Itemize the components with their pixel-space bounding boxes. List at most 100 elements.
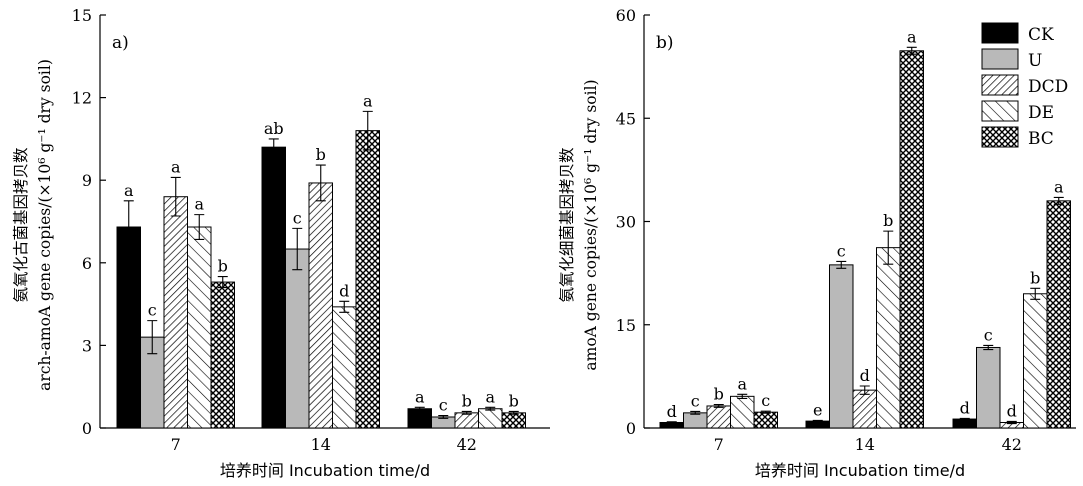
x-tick-label: 7 xyxy=(714,435,724,454)
legend-swatch-ck xyxy=(981,22,1019,44)
error-bar xyxy=(760,410,771,414)
error-bar xyxy=(906,46,917,55)
legend-label-dcd: DCD xyxy=(1028,77,1068,97)
error-bar xyxy=(883,230,894,265)
panel-a-label: a) xyxy=(112,33,129,53)
significance-letter: d xyxy=(860,366,870,385)
y-tick-label: 45 xyxy=(616,109,636,128)
error-bar xyxy=(1030,287,1041,300)
significance-letter: c xyxy=(148,301,157,320)
chart-legend: CK U DCD DE BC xyxy=(981,22,1068,149)
significance-letter: b xyxy=(883,211,893,230)
significance-letter: c xyxy=(761,391,770,410)
significance-letter: a xyxy=(363,91,373,110)
error-bar xyxy=(1053,196,1064,205)
bar-bc-42 xyxy=(501,412,526,429)
legend-swatch-u xyxy=(981,48,1019,70)
bar-ck-42 xyxy=(407,408,432,429)
significance-letter: a xyxy=(1054,177,1064,196)
legend-swatch-bc xyxy=(981,126,1019,148)
bar-u-14 xyxy=(829,264,854,429)
error-bar xyxy=(147,320,158,355)
y-tick-label: 9 xyxy=(82,171,92,190)
error-bar xyxy=(170,176,181,217)
legend-label-ck: CK xyxy=(1028,25,1054,45)
error-bar xyxy=(959,417,970,421)
error-bar xyxy=(268,138,279,156)
bar-ck-7 xyxy=(116,226,141,429)
panel-b-ylabel-en: amoA gene copies/(×10⁶ g⁻¹ dry soil) xyxy=(582,79,600,370)
significance-letter: a xyxy=(485,387,495,406)
error-bar xyxy=(713,404,724,408)
error-bar xyxy=(666,421,677,424)
error-bar xyxy=(836,260,847,269)
significance-letter: a xyxy=(124,181,134,200)
significance-letter: b xyxy=(316,145,326,164)
significance-letter: d xyxy=(1007,401,1017,420)
error-bar xyxy=(362,110,373,151)
bar-u-42 xyxy=(976,346,1001,429)
error-bar xyxy=(983,344,994,351)
error-bar xyxy=(1006,420,1017,425)
significance-letter: b xyxy=(509,391,519,410)
panel-a-xlabel: 培养时间 Incubation time/d xyxy=(220,461,430,480)
bar-bc-7 xyxy=(210,281,235,429)
significance-letter: c xyxy=(691,391,700,410)
error-bar xyxy=(690,410,701,415)
bar-bc-14 xyxy=(899,50,924,429)
bar-bc-14 xyxy=(355,130,380,429)
y-tick-label: 3 xyxy=(82,336,92,355)
significance-letter: d xyxy=(667,402,677,421)
error-bar xyxy=(438,415,449,419)
significance-letter: b xyxy=(218,257,228,276)
bar-de-14 xyxy=(332,306,357,429)
significance-letter: a xyxy=(907,27,917,46)
panel-b-label: b) xyxy=(656,33,674,53)
x-tick-label: 42 xyxy=(457,435,477,454)
significance-letter: d xyxy=(339,281,349,300)
panel-a-ylabel-en: arch-amoA gene copies/(×10⁶ g⁻¹ dry soil… xyxy=(36,59,54,391)
legend-swatch-de xyxy=(981,100,1019,122)
y-tick-label: 30 xyxy=(616,213,636,232)
legend-label-bc: BC xyxy=(1028,129,1054,149)
legend-label-u: U xyxy=(1028,51,1042,71)
significance-letter: e xyxy=(813,400,822,419)
error-bar xyxy=(123,200,134,254)
bar-u-7 xyxy=(683,412,708,429)
significance-letter: c xyxy=(837,241,846,260)
y-tick-label: 0 xyxy=(626,419,636,438)
error-bar xyxy=(292,227,303,271)
bar-dcd-14 xyxy=(308,182,333,429)
panel-b-ylabel-cn: 氨氧化细菌基因拷贝数 xyxy=(558,147,576,303)
bar-dcd-7 xyxy=(706,405,731,429)
chart-panel-b: b) 氨氧化细菌基因拷贝数 amoA gene copies/(×10⁶ g⁻¹… xyxy=(558,6,1076,480)
y-tick-label: 15 xyxy=(72,6,92,25)
bar-de-7 xyxy=(730,395,755,429)
bar-de-14 xyxy=(876,247,901,429)
error-bar xyxy=(315,164,326,202)
y-tick-label: 12 xyxy=(72,89,92,108)
legend-label-de: DE xyxy=(1028,103,1054,123)
error-bar xyxy=(508,410,519,415)
bar-bc-42 xyxy=(1046,200,1071,429)
x-tick-label: 14 xyxy=(855,435,875,454)
bar-de-42 xyxy=(1023,293,1048,429)
error-bar xyxy=(812,419,823,423)
significance-letter: a xyxy=(194,195,204,214)
error-bar xyxy=(859,385,870,395)
y-tick-label: 0 xyxy=(82,419,92,438)
error-bar xyxy=(414,406,425,411)
legend-swatch-dcd xyxy=(981,74,1019,96)
bar-de-7 xyxy=(187,226,212,429)
chart-panel-a: a) 氨氧化古菌基因拷贝数 arch-amoA gene copies/(×10… xyxy=(12,6,550,480)
panel-b-ylabel: 氨氧化细菌基因拷贝数 amoA gene copies/(×10⁶ g⁻¹ dr… xyxy=(558,79,600,370)
significance-letter: b xyxy=(462,391,472,410)
significance-letter: c xyxy=(439,396,448,415)
significance-letter: d xyxy=(960,398,970,417)
error-bar xyxy=(485,406,496,411)
significance-letter: b xyxy=(1030,268,1040,287)
significance-letter: a xyxy=(415,387,425,406)
bar-dcd-14 xyxy=(852,389,877,429)
significance-letter: b xyxy=(714,385,724,404)
x-tick-label: 7 xyxy=(171,435,181,454)
